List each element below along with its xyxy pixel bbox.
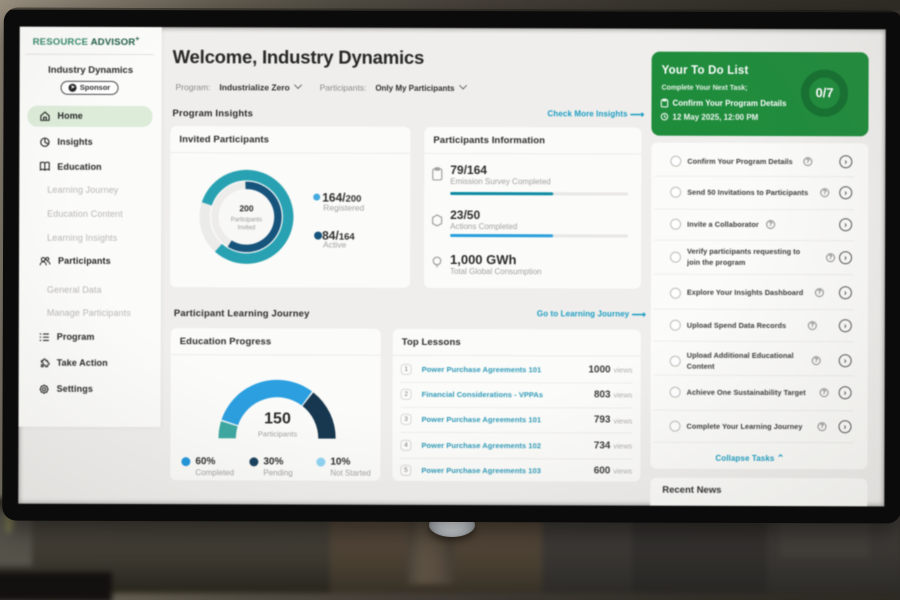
svg-text:200: 200 <box>239 203 253 213</box>
svg-text:Participants: Participants <box>231 217 262 223</box>
svg-text:Invited: Invited <box>238 225 256 231</box>
